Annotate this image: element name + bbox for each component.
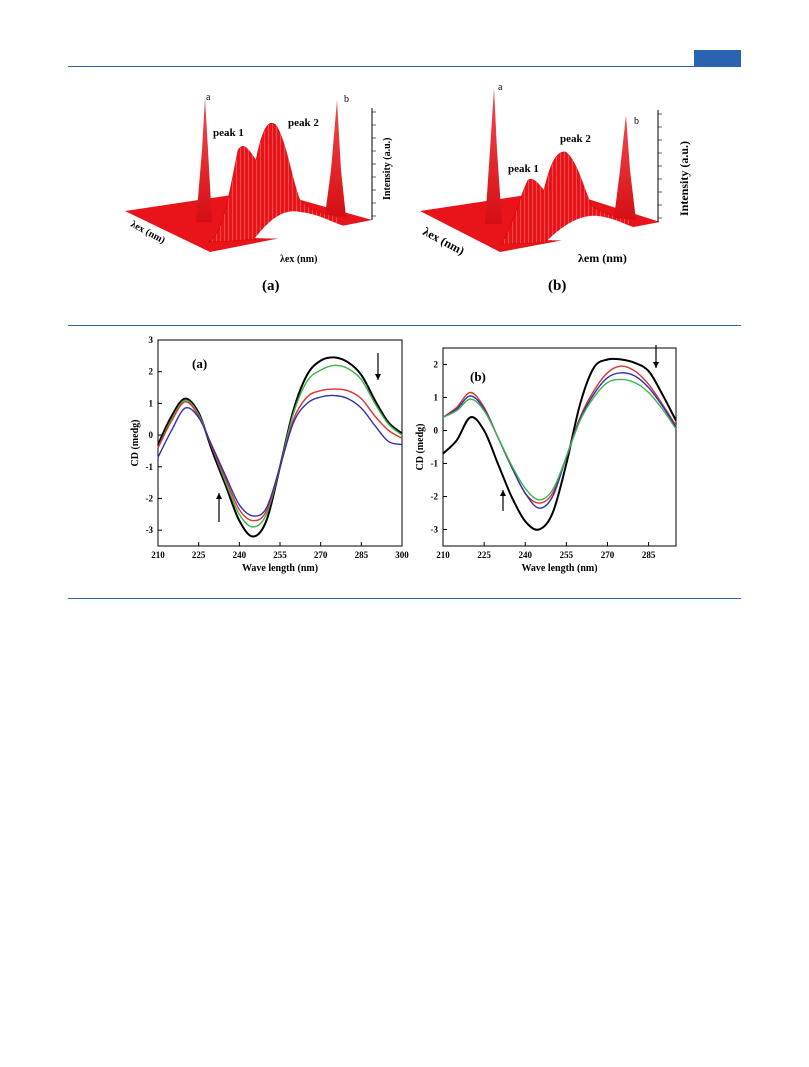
series-line-1 — [157, 364, 403, 528]
x-tick-label: 210 — [436, 550, 450, 560]
surface-shadow — [255, 211, 345, 239]
y-axis-title: CD (medg) — [130, 420, 141, 467]
middle-rule — [68, 325, 741, 326]
peak-a-label: a — [206, 92, 211, 103]
peak-b-label: b — [634, 116, 639, 127]
trend-arrow-head — [216, 493, 222, 499]
y-tick-label: 3 — [149, 335, 154, 345]
z-axis-label: Intensity (a.u.) — [677, 141, 691, 216]
y-tick-label: -1 — [146, 462, 154, 472]
x-axis-label: λex (nm) — [280, 254, 317, 265]
x-tick-label: 210 — [151, 550, 165, 560]
x-tick-label: 285 — [355, 550, 369, 560]
trend-arrow-head — [500, 490, 506, 496]
x-tick-label: 240 — [233, 550, 247, 560]
spike-b — [325, 100, 346, 217]
plot-frame — [442, 347, 677, 547]
series-line-3 — [157, 394, 403, 517]
y-tick-label: -3 — [146, 525, 154, 535]
panel-label: (a) — [192, 356, 207, 371]
x-axis-label: λem (nm) — [578, 251, 627, 265]
panel-caption-b: (b) — [548, 278, 566, 294]
x-tick-label: 270 — [601, 550, 615, 560]
y-tick-label: 2 — [434, 360, 439, 370]
spike-a — [196, 98, 212, 222]
x-tick-label: 225 — [477, 550, 491, 560]
fluorescence-panel-a: a b peak 1 peak 2 Intensity (a.u.) λex (… — [125, 92, 393, 294]
y-tick-label: -3 — [431, 525, 439, 535]
y-tick-label: -1 — [431, 459, 439, 469]
surface-shadow — [548, 215, 636, 241]
y-tick-label: 0 — [434, 426, 439, 436]
x-tick-label: 255 — [560, 550, 574, 560]
bottom-rule — [68, 598, 741, 599]
x-axis-title: Wave length (nm) — [521, 563, 597, 574]
peak2-label: peak 2 — [288, 117, 319, 129]
y-tick-label: 1 — [434, 393, 439, 403]
cd-chart-a: 210 225 240 255 270 285 300 -3 -2 -1 0 1 2 3 Wave leng… — [130, 335, 409, 574]
header-tab — [694, 50, 741, 66]
top-rule — [68, 66, 741, 67]
peak1-label: peak 1 — [508, 163, 539, 175]
y-axis-title: CD (medg) — [415, 424, 426, 471]
x-tick-label: 285 — [642, 550, 656, 560]
z-ticks — [372, 111, 376, 217]
x-tick-label: 255 — [273, 550, 287, 560]
z-axis-label: Intensity (a.u.) — [382, 137, 393, 200]
peak2-label: peak 2 — [560, 133, 591, 145]
z-ticks — [658, 113, 662, 219]
x-tick-label: 225 — [192, 550, 206, 560]
panel-label: (b) — [470, 369, 486, 384]
peak-a-label: a — [498, 82, 503, 93]
series-line-0 — [157, 356, 403, 538]
panel-caption-a: (a) — [262, 278, 280, 294]
trend-arrow-head — [375, 374, 381, 380]
fluorescence-panel-b: a b peak 1 peak 2 Intensity (a.u.) λem (… — [420, 82, 691, 294]
series-line-2 — [442, 372, 677, 509]
peak1-label: peak 1 — [213, 127, 244, 139]
series-line-0 — [442, 357, 677, 531]
spike-a — [485, 88, 502, 224]
y-tick-label: 2 — [149, 367, 154, 377]
x-tick-label: 300 — [395, 550, 409, 560]
y-tick-label: 0 — [149, 430, 154, 440]
spike-b — [614, 115, 636, 220]
y-tick-label: 1 — [149, 398, 154, 408]
cd-chart-b: 210 225 240 255 270 285 -3 -2 -1 0 1 2 Wave length (… — [415, 345, 677, 574]
x-axis-title: Wave length (nm) — [242, 563, 318, 574]
trend-arrow-head — [653, 362, 659, 368]
peak-b-label: b — [344, 94, 349, 105]
y-tick-label: -2 — [431, 492, 439, 502]
series-line-2 — [157, 388, 403, 522]
x-tick-label: 240 — [518, 550, 532, 560]
x-tick-label: 270 — [314, 550, 328, 560]
series-line-3 — [442, 378, 677, 501]
y-tick-label: -2 — [146, 493, 154, 503]
